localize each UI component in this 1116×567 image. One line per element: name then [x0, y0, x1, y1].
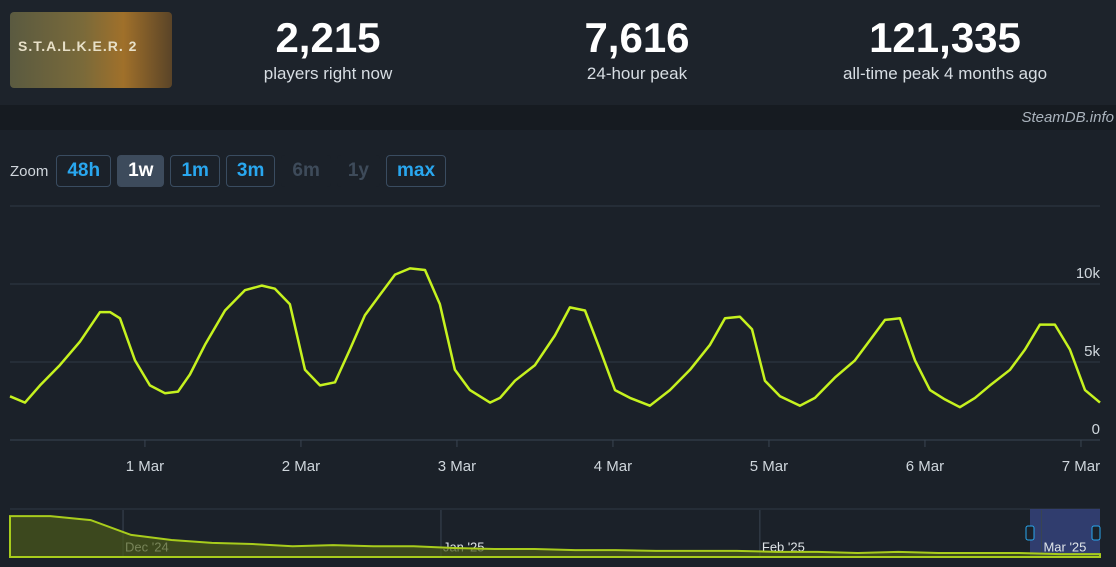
navigator-tick-label: Mar '25	[1043, 539, 1086, 554]
stat-value: 7,616	[584, 14, 690, 61]
zoom-button[interactable]: 48h	[56, 155, 112, 187]
zoom-button[interactable]: 1m	[170, 155, 220, 187]
line	[9, 267, 1101, 409]
navigator-handle	[1091, 525, 1101, 541]
strip: SteamDB.info	[0, 105, 1116, 130]
stat-label: all-time peak 4 months ago	[842, 64, 1048, 83]
zoom-button[interactable]: 3m	[225, 155, 276, 187]
zoom-button: 1y	[336, 155, 380, 187]
logo-text: S.T.A.L.K.E.R. 2	[18, 38, 138, 54]
zoom-bar: Zoom 48h 1w 1m 3m 6m 1y max	[10, 155, 447, 187]
x-tick-label: 7 Mar	[1062, 458, 1100, 475]
x-tick-label: 4 Mar	[594, 458, 632, 475]
stat-value: 2,215	[275, 14, 381, 61]
y-tick-label: 10k	[1076, 265, 1101, 282]
area	[9, 515, 1101, 558]
navigator-tick-label: Feb '25	[762, 539, 805, 554]
zoom-button[interactable]: max	[386, 155, 447, 187]
x-tick-label: 5 Mar	[750, 458, 788, 475]
x-tick-label: 3 Mar	[438, 458, 476, 475]
x-tick-label: 2 Mar	[282, 458, 320, 475]
navigator-handle	[1025, 525, 1035, 541]
zoom-button: 6m	[281, 155, 331, 187]
x-tick-label: 6 Mar	[906, 458, 944, 475]
header: S.T.A.L.K.E.R. 2 2,215 players right now …	[0, 0, 1116, 105]
zoom-label: Zoom	[10, 162, 49, 180]
stat-value: 121,335	[869, 14, 1021, 61]
stat: 121,335 all-time peak 4 months ago	[795, 14, 1095, 86]
y-tick-label: 5k	[1084, 343, 1100, 360]
game-logo[interactable]: S.T.A.L.K.E.R. 2	[10, 12, 172, 88]
stat-label: 24-hour peak	[586, 64, 688, 83]
watermark[interactable]: SteamDB.info	[1021, 109, 1114, 126]
stat-label: players right now	[263, 64, 393, 83]
stat: 7,616 24-hour peak	[487, 14, 787, 86]
x-tick-label: 1 Mar	[126, 458, 164, 475]
y-tick-label: 0	[1092, 421, 1100, 438]
zoom-button[interactable]: 1w	[117, 155, 165, 187]
stat: 2,215 players right now	[178, 14, 478, 86]
